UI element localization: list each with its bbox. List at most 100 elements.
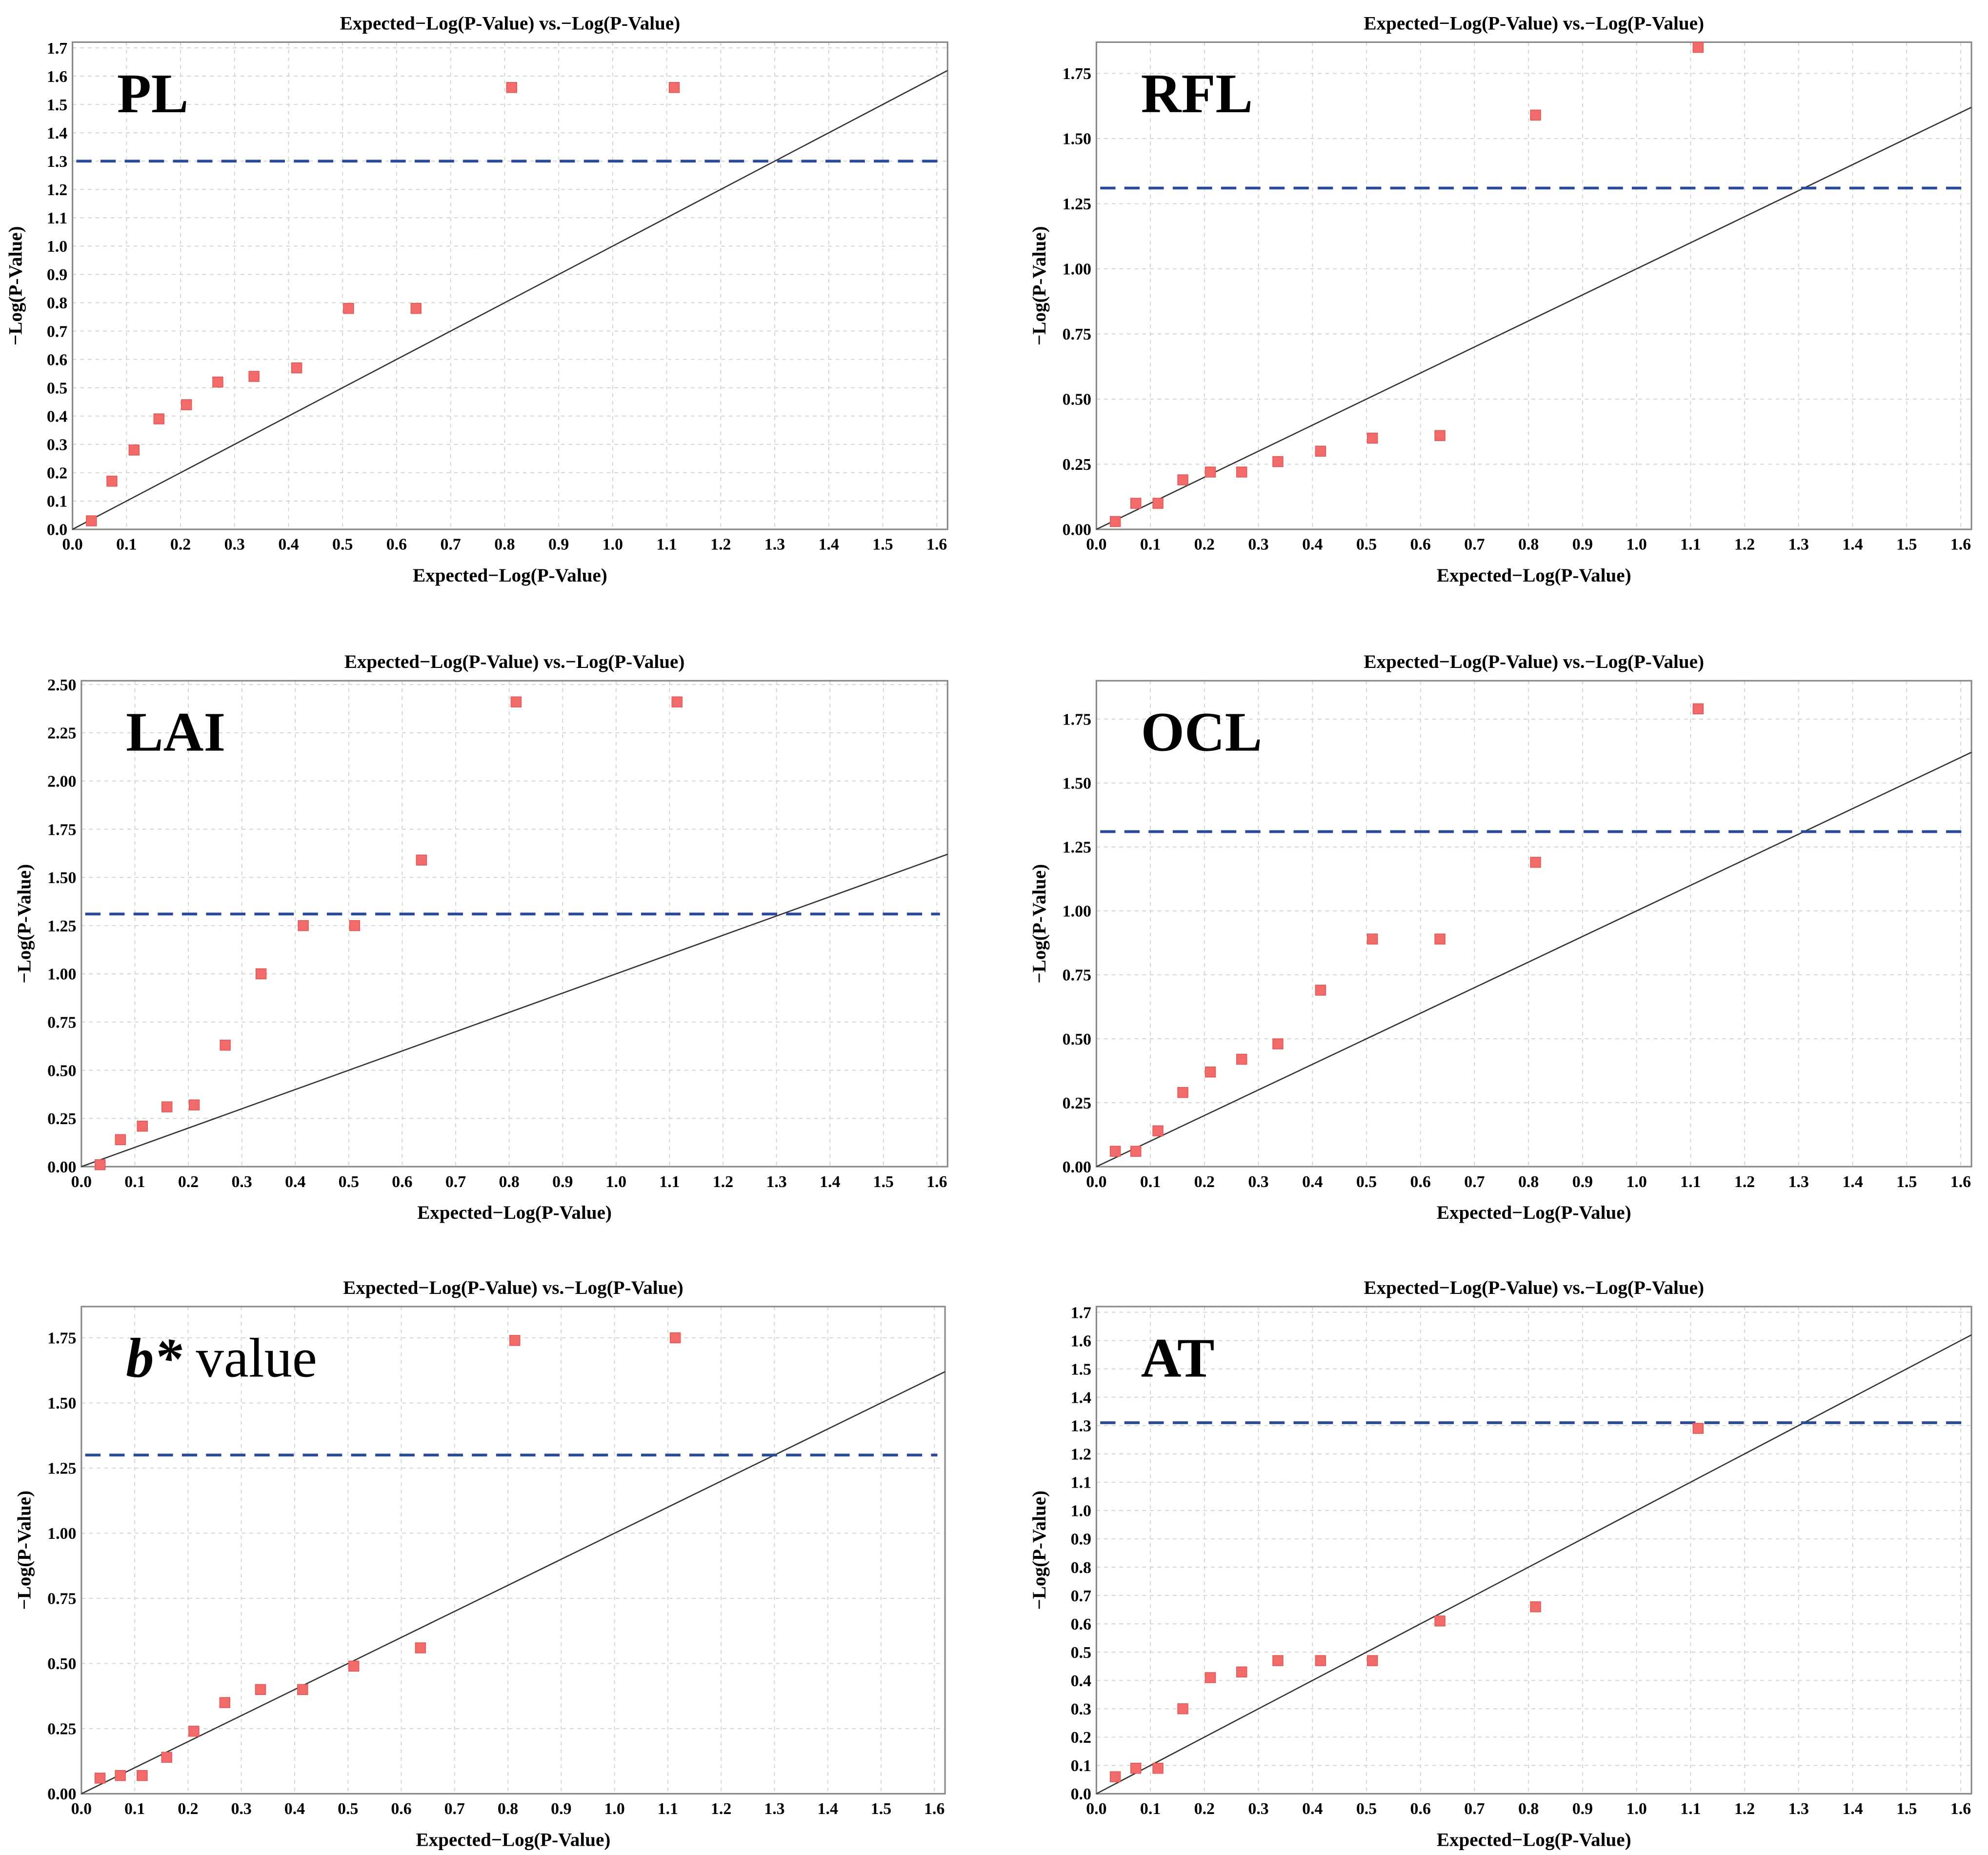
y-tick-label: 1.25 xyxy=(47,1460,76,1478)
y-tick-label: 2.50 xyxy=(47,676,76,694)
y-tick-label: 0.2 xyxy=(47,464,67,483)
x-tick-label: 0.7 xyxy=(1464,536,1485,554)
y-tick-label: 0.00 xyxy=(47,1785,76,1803)
y-tick-label: 1.0 xyxy=(47,238,67,256)
chart-title: Expected−Log(P-Value) vs.−Log(P-Value) xyxy=(343,1277,683,1298)
x-tick-label: 0.9 xyxy=(548,536,569,554)
x-tick-label: 0.5 xyxy=(1356,1173,1377,1191)
data-point xyxy=(1177,474,1188,485)
x-tick-label: 1.6 xyxy=(1950,1173,1971,1191)
data-point xyxy=(115,1134,126,1146)
x-tick-label: 1.3 xyxy=(1788,536,1809,554)
x-tick-label: 0.0 xyxy=(71,1173,92,1191)
y-axis-label: −Log(P-Value) xyxy=(14,864,35,984)
x-tick-label: 1.3 xyxy=(764,536,785,554)
y-tick-label: 0.25 xyxy=(1063,456,1091,474)
x-tick-label: 0.6 xyxy=(1410,536,1431,554)
x-tick-label: 0.1 xyxy=(1140,1173,1161,1191)
x-tick-label: 1.5 xyxy=(873,1173,894,1191)
data-point xyxy=(106,476,118,487)
x-tick-label: 1.3 xyxy=(1788,1800,1809,1818)
y-tick-label: 1.50 xyxy=(1063,775,1091,793)
x-tick-label: 0.4 xyxy=(1302,1800,1323,1818)
y-tick-label: 1.5 xyxy=(47,96,67,114)
data-point xyxy=(1236,466,1247,478)
expected-diagonal-line xyxy=(81,1371,945,1795)
x-tick-label: 1.6 xyxy=(926,1173,947,1191)
x-tick-label: 1.0 xyxy=(606,1173,626,1191)
y-tick-label: 1.4 xyxy=(47,124,67,142)
x-tick-label: 1.4 xyxy=(818,1800,838,1818)
y-tick-label: 0.5 xyxy=(47,379,67,397)
y-tick-label: 0.25 xyxy=(1063,1094,1091,1112)
data-point xyxy=(188,1726,200,1737)
y-tick-label: 0.4 xyxy=(47,407,67,425)
x-tick-label: 0.8 xyxy=(1518,536,1539,554)
x-tick-label: 0.9 xyxy=(1572,536,1593,554)
x-tick-label: 0.8 xyxy=(1518,1800,1539,1818)
x-tick-label: 1.0 xyxy=(1626,1800,1647,1818)
data-point xyxy=(1130,1146,1142,1157)
plot-frame xyxy=(1095,41,1972,530)
x-tick-label: 0.1 xyxy=(1140,1800,1161,1818)
x-tick-label: 1.5 xyxy=(1896,1173,1917,1191)
y-tick-label: 1.7 xyxy=(1071,1304,1091,1322)
x-tick-label: 0.7 xyxy=(1464,1173,1485,1191)
x-tick-label: 0.7 xyxy=(445,1173,466,1191)
data-point xyxy=(509,1335,521,1346)
x-tick-label: 0.5 xyxy=(1356,1800,1377,1818)
plot-frame xyxy=(1095,1306,1972,1795)
data-point xyxy=(137,1120,148,1132)
data-point xyxy=(1152,1763,1164,1774)
x-tick-label: 1.0 xyxy=(1626,1173,1647,1191)
y-tick-label: 1.4 xyxy=(1071,1389,1091,1407)
plot-frame xyxy=(80,680,948,1168)
data-point xyxy=(212,376,223,388)
expected-diagonal-line xyxy=(72,70,948,530)
data-point xyxy=(219,1697,231,1708)
x-tick-label: 0.3 xyxy=(231,1173,252,1191)
y-tick-label: 0.3 xyxy=(1071,1700,1091,1718)
chart-panel-at: 0.0 0.1 0.2 0.3 0.4 0.5 0.6 0.7 0.8 0.9 1.0 1.1 1.2 1… xyxy=(1029,1277,1972,1850)
data-point xyxy=(415,1642,426,1653)
x-tick-label: 0.7 xyxy=(1464,1800,1485,1818)
x-axis-label: Expected−Log(P-Value) xyxy=(416,1829,611,1850)
y-tick-label: 0.00 xyxy=(1063,521,1091,539)
chart-panel-pl: 0.0 0.1 0.2 0.3 0.4 0.5 0.6 0.7 0.8 0.9 1.0 1.1 1.2 1… xyxy=(5,13,948,586)
x-tick-label: 0.2 xyxy=(170,536,191,554)
data-point xyxy=(1152,1125,1164,1136)
data-point xyxy=(1177,1087,1188,1098)
y-tick-label: 0.50 xyxy=(1063,391,1091,409)
y-tick-label: 1.00 xyxy=(47,966,76,984)
y-tick-label: 0.1 xyxy=(1071,1757,1091,1775)
data-point xyxy=(1272,456,1284,467)
x-tick-label: 1.6 xyxy=(926,536,947,554)
y-tick-label: 0.0 xyxy=(47,521,67,539)
x-tick-label: 1.2 xyxy=(1734,536,1755,554)
y-tick-label: 0.3 xyxy=(47,436,67,454)
trait-label: AT xyxy=(1141,1327,1215,1389)
y-tick-label: 0.2 xyxy=(1071,1729,1091,1747)
x-tick-label: 0.1 xyxy=(1140,536,1161,554)
x-tick-label: 0.6 xyxy=(391,1800,411,1818)
x-tick-label: 1.5 xyxy=(871,1800,891,1818)
x-tick-label: 1.4 xyxy=(819,536,839,554)
y-tick-label: 0.8 xyxy=(47,294,67,312)
y-tick-label: 0.00 xyxy=(1063,1158,1091,1176)
data-point xyxy=(1434,430,1446,441)
y-tick-label: 1.7 xyxy=(47,40,67,58)
x-tick-label: 1.6 xyxy=(1950,1800,1971,1818)
y-tick-label: 1.25 xyxy=(1063,839,1091,857)
x-tick-label: 0.4 xyxy=(285,1173,305,1191)
y-tick-label: 0.6 xyxy=(47,351,67,369)
expected-diagonal-line xyxy=(1096,1334,1972,1795)
x-tick-label: 0.3 xyxy=(1248,1173,1268,1191)
x-tick-label: 0.6 xyxy=(1410,1800,1431,1818)
data-point xyxy=(1530,109,1541,121)
data-point xyxy=(1530,1601,1541,1613)
x-tick-label: 0.9 xyxy=(1572,1173,1593,1191)
x-tick-label: 1.2 xyxy=(710,536,731,554)
x-tick-label: 1.6 xyxy=(924,1800,944,1818)
y-tick-label: 2.00 xyxy=(47,772,76,790)
y-tick-label: 0.7 xyxy=(47,323,67,341)
